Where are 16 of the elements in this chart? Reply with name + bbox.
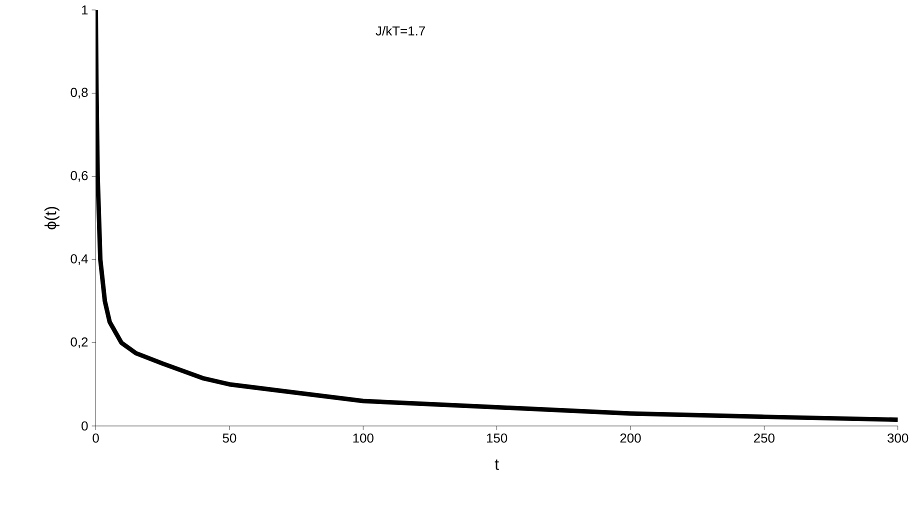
annotation: J/kT=1.7 (376, 26, 425, 36)
x-tick-label: 100 (353, 434, 374, 443)
x-tick-label: 250 (754, 434, 774, 443)
y-tick-label: 1 (82, 6, 88, 15)
y-axis-title: ϕ(t) (44, 207, 60, 230)
x-tick-label: 300 (888, 434, 908, 443)
x-axis-title: t (494, 460, 499, 470)
y-tick-label: 0,4 (70, 254, 88, 266)
x-tick-label: 0 (92, 434, 99, 443)
y-tick-label: 0,2 (70, 338, 88, 348)
x-tick-label: 50 (222, 434, 236, 443)
y-tick-label: 0,6 (70, 171, 88, 182)
y-tick-label: 0 (82, 422, 88, 431)
x-tick-label: 200 (620, 434, 641, 443)
x-tick-label: 150 (486, 434, 508, 443)
y-tick-label: 0,8 (70, 88, 88, 99)
